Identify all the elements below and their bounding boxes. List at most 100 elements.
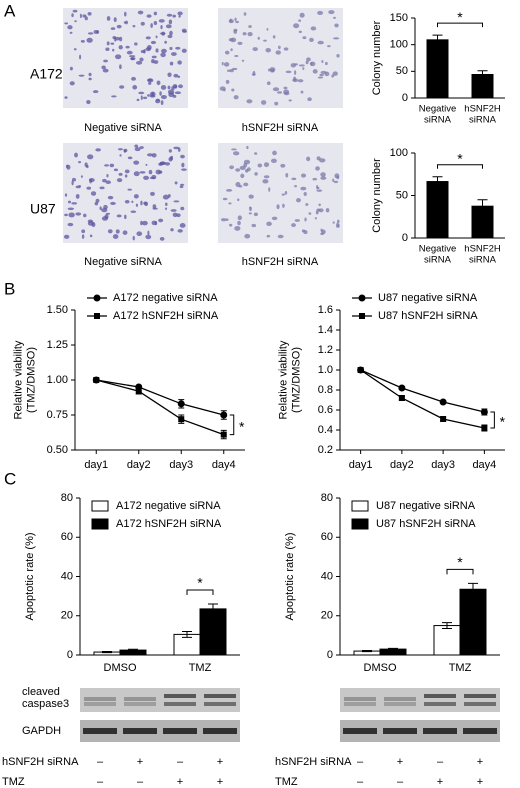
cell (226, 69, 231, 72)
significance-star: * (239, 419, 245, 435)
cell (319, 73, 324, 77)
cell (178, 84, 183, 89)
error-bar (477, 70, 488, 78)
cell (239, 165, 246, 171)
y-tick-label: 0 (67, 649, 73, 661)
y-tick-label: 60 (61, 531, 73, 543)
significance-star: * (457, 554, 463, 570)
y-tick-label: 1.4 (318, 324, 333, 336)
cell (222, 197, 228, 201)
cell (167, 34, 173, 39)
cell (87, 219, 94, 223)
cell (71, 13, 74, 18)
cell (112, 234, 119, 239)
cell (332, 37, 340, 40)
cell (115, 54, 122, 60)
cell (248, 25, 252, 29)
cell (147, 153, 153, 157)
y-axis-label: Colony number (371, 20, 383, 95)
cell (266, 221, 272, 227)
cell (284, 191, 288, 195)
cell (135, 203, 138, 207)
cell (181, 28, 187, 32)
cell (87, 11, 92, 16)
cell (155, 169, 162, 175)
cell (333, 180, 339, 184)
cell (263, 162, 270, 168)
y-tick-label: 50 (396, 65, 408, 77)
blot (340, 720, 500, 742)
cell (166, 13, 173, 17)
cell (151, 174, 157, 180)
cell (307, 97, 312, 102)
cell (306, 57, 311, 62)
cell (145, 234, 152, 240)
cell (300, 186, 307, 191)
cell (177, 229, 183, 233)
legend-marker (359, 313, 365, 319)
cell (274, 101, 279, 106)
error-bar (468, 582, 478, 596)
legend-label: U87 hSNF2H siRNA (378, 310, 478, 322)
cell (88, 77, 92, 81)
cell (285, 172, 289, 178)
cell (69, 81, 75, 86)
treatment-sign: + (477, 776, 483, 788)
cell (180, 154, 185, 159)
cell (84, 16, 88, 21)
cell (291, 223, 296, 228)
treatment-sign: + (437, 776, 443, 788)
cell (177, 147, 181, 152)
cell (231, 148, 237, 151)
legend-marker (94, 313, 100, 319)
cell (224, 50, 230, 55)
treatment-label: hSNF2H siRNA (2, 756, 79, 768)
cell (221, 61, 224, 66)
error-bar (102, 650, 112, 654)
band (123, 728, 157, 734)
x-tick-label: TMZ (189, 662, 212, 674)
image-caption: Negative siRNA (84, 122, 162, 134)
band (344, 697, 376, 701)
micrograph (63, 143, 188, 243)
cell (298, 64, 305, 67)
cell (105, 212, 111, 215)
cell (254, 152, 258, 155)
cell (266, 234, 271, 238)
cell (233, 95, 239, 100)
error-bar (128, 648, 138, 652)
cell (148, 82, 152, 85)
cell (63, 234, 70, 239)
cell (160, 84, 167, 90)
cell (99, 186, 105, 190)
cell (225, 79, 230, 84)
cell (291, 177, 297, 181)
cell (283, 86, 288, 90)
bar (471, 205, 494, 238)
cell (146, 45, 152, 50)
cell (92, 90, 99, 94)
cell (106, 41, 110, 46)
y-tick-label: 80 (61, 492, 73, 504)
cell (319, 158, 326, 163)
treatment-label: TMZ (2, 776, 25, 788)
cell (145, 163, 148, 166)
cell (332, 178, 335, 182)
legend-label: U87 hSNF2H siRNA (376, 518, 476, 530)
y-axis-label: Apoptotic rate (%) (284, 532, 296, 620)
cell (167, 72, 172, 78)
cell (142, 96, 148, 100)
cell (110, 27, 116, 30)
cell (64, 193, 68, 197)
legend-swatch (351, 500, 369, 512)
legend-label: U87 negative siRNA (378, 292, 478, 304)
cell (331, 74, 334, 78)
cell (234, 17, 237, 22)
significance-bracket (437, 22, 483, 28)
cell (164, 207, 168, 210)
cell (317, 10, 324, 16)
cell (74, 152, 78, 158)
cell (325, 61, 328, 66)
cell (308, 212, 312, 215)
